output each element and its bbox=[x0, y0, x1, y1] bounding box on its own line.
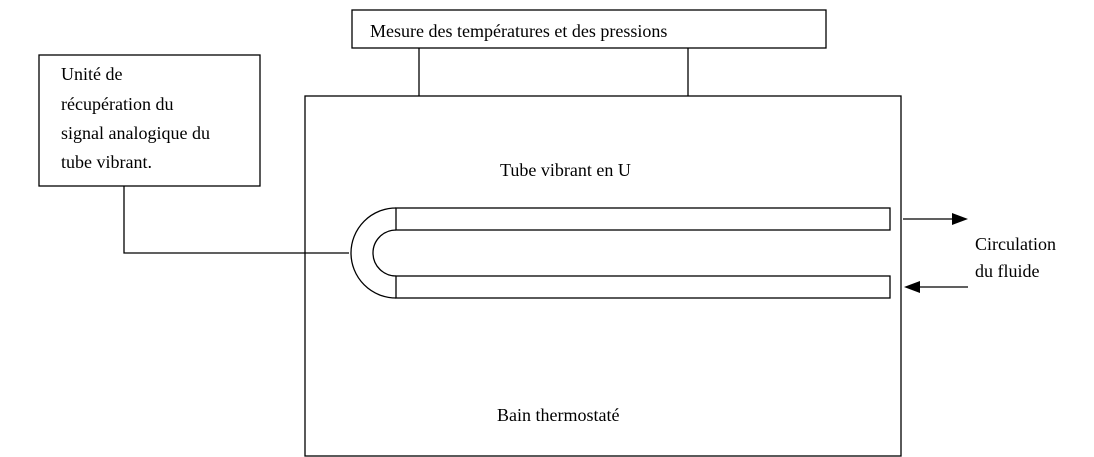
tube-upper bbox=[395, 207, 891, 231]
tube-lower bbox=[395, 275, 891, 299]
unit-box bbox=[38, 54, 261, 187]
arrowhead bbox=[952, 213, 968, 225]
tube-label: Tube vibrant en U bbox=[500, 160, 631, 180]
measure-box bbox=[351, 9, 827, 49]
tube-bend bbox=[350, 207, 397, 299]
signal-wire bbox=[123, 186, 349, 254]
measure-label: Mesure des températures et des pressions bbox=[370, 21, 667, 41]
unit-label: Unité de récupération du signal analogiq… bbox=[61, 64, 214, 172]
flow-label: Circulation du fluide bbox=[975, 234, 1060, 281]
bath-label: Bain thermostaté bbox=[497, 405, 619, 425]
arrowhead bbox=[904, 281, 920, 293]
bath-box bbox=[304, 95, 902, 457]
